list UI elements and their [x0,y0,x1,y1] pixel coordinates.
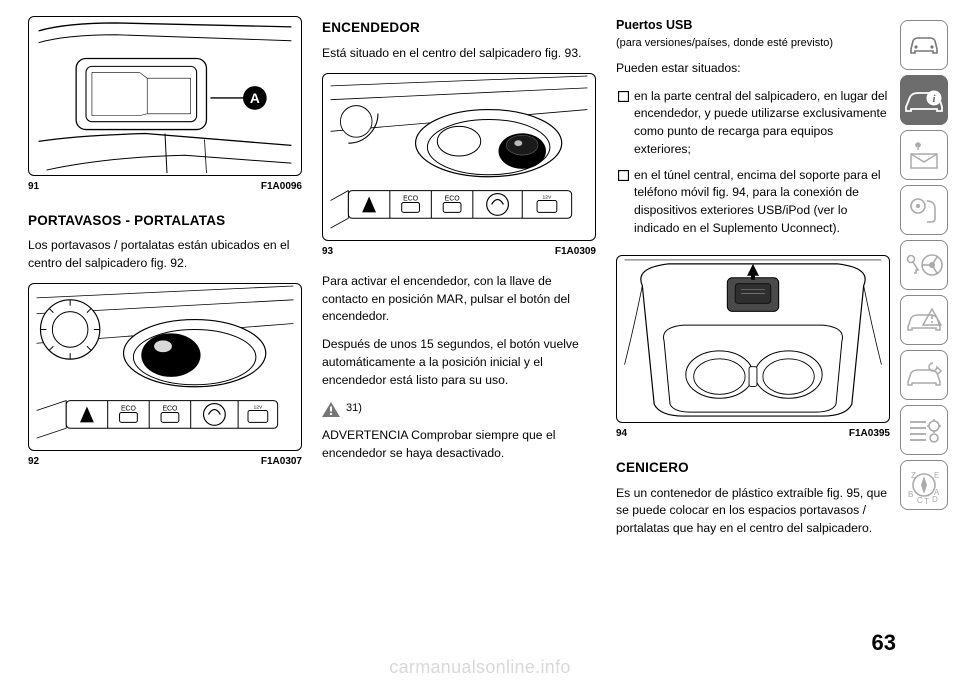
svg-text:12V: 12V [543,194,552,200]
car-info-icon[interactable]: i [900,75,948,125]
figure-91: A [28,16,302,176]
warning-triangle-icon [322,402,340,417]
bullet-list: en la parte central del salpicadero, en … [616,88,890,246]
body-text: Pueden estar situados: [616,60,890,78]
figure-code: F1A0309 [555,245,596,260]
figure-94-caption: 94 F1A0395 [616,427,890,442]
envelope-light-icon[interactable] [900,130,948,180]
svg-text:ECO: ECO [162,405,178,412]
page-number: 63 [872,630,896,656]
key-wheel-icon[interactable] [900,240,948,290]
figure-code: F1A0307 [261,455,302,470]
svg-text:ECO: ECO [445,195,461,202]
figure-num: 94 [616,427,627,442]
figure-code: F1A0395 [849,427,890,442]
svg-text:C: C [917,496,923,505]
car-wrench-icon[interactable] [900,350,948,400]
body-text: ADVERTENCIA Comprobar siempre que el enc… [322,427,596,462]
figure-code: F1A0096 [261,180,302,195]
svg-text:B: B [908,490,913,499]
figure-num: 93 [322,245,333,260]
figure-92: ECO ECO 12V [28,283,302,451]
svg-text:D: D [932,495,938,504]
column-1: A 91 F1A0096 PORTAVASOS - PORTALATAS Los… [18,16,312,630]
section-heading-cenicero: CENICERO [616,460,890,477]
svg-text:T: T [924,497,929,505]
manual-page: A 91 F1A0096 PORTAVASOS - PORTALATAS Los… [0,0,960,640]
column-3: Puertos USB (para versiones/países, dond… [606,16,900,630]
section-heading-portavasos: PORTAVASOS - PORTALATAS [28,213,302,230]
bullet-text: en el túnel central, encima del soporte … [634,167,890,238]
car-warning-icon[interactable] [900,295,948,345]
section-heading-encendedor: ENCENDEDOR [322,20,596,37]
body-text: Después de unos 15 segundos, el botón vu… [322,336,596,389]
body-text: Es un contenedor de plástico extraíble f… [616,485,890,538]
svg-text:ECO: ECO [403,195,419,202]
figure-93-caption: 93 F1A0309 [322,245,596,260]
watermark: carmanualsonline.info [389,657,570,678]
figure-94 [616,255,890,423]
figure-93: ECO ECO 12V [322,73,596,241]
subsection-note: (para versiones/países, donde esté previ… [616,36,890,52]
svg-text:E: E [934,471,939,480]
bullet-text: en la parte central del salpicadero, en … [634,88,890,159]
section-index-sidebar: i ZEBACTD [900,16,954,630]
svg-text:Z: Z [911,471,916,480]
bullet-icon [616,90,630,104]
body-text: Está situado en el centro del salpicader… [322,45,596,63]
figure-91-caption: 91 F1A0096 [28,180,302,195]
figure-num: 92 [28,455,39,470]
svg-text:ECO: ECO [121,405,137,412]
label-a: A [250,90,260,106]
column-2: ENCENDEDOR Está situado en el centro del… [312,16,606,630]
figure-92-caption: 92 F1A0307 [28,455,302,470]
body-text: Los portavasos / portalatas están ubicad… [28,237,302,272]
list-item: en la parte central del salpicadero, en … [616,88,890,159]
warning-ref: 31) [322,401,596,417]
figure-num: 91 [28,180,39,195]
svg-text:12V: 12V [253,404,262,410]
list-gear-icon[interactable] [900,405,948,455]
body-text: Para activar el encendedor, con la llave… [322,273,596,326]
warning-ref-num: 31) [346,401,362,417]
list-item: en el túnel central, encima del soporte … [616,167,890,238]
airbag-seat-icon[interactable] [900,185,948,235]
compass-letters-icon[interactable]: ZEBACTD [900,460,948,510]
car-front-icon[interactable] [900,20,948,70]
subsection-heading-usb: Puertos USB [616,16,890,34]
bullet-icon [616,169,630,183]
